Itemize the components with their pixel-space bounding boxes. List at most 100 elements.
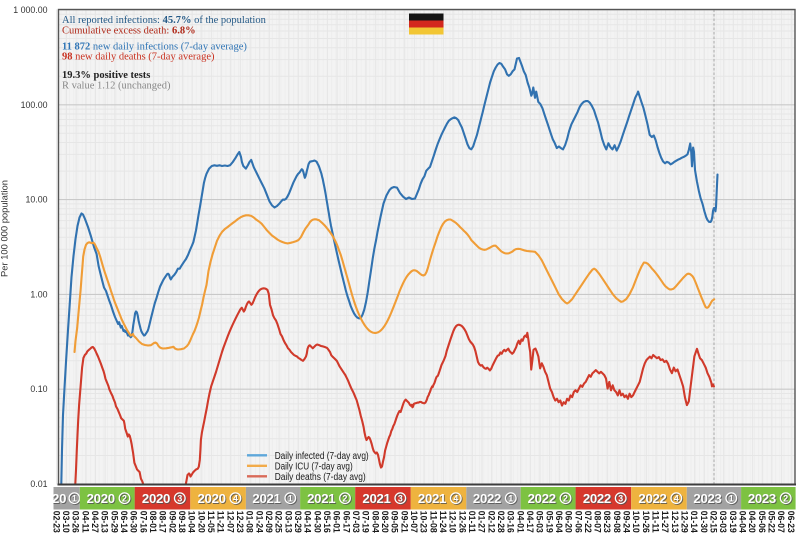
svg-text:2021: 2021 — [418, 491, 446, 506]
svg-text:2022: 2022 — [474, 492, 502, 507]
svg-text:11-21: 11-21 — [216, 511, 226, 533]
svg-text:06-30: 06-30 — [129, 511, 139, 533]
svg-text:05-19: 05-19 — [544, 511, 554, 533]
svg-text:0.10: 0.10 — [30, 384, 47, 394]
svg-text:4: 4 — [233, 494, 238, 504]
svg-text:05-06: 05-06 — [757, 511, 767, 533]
svg-text:3: 3 — [398, 494, 403, 504]
svg-text:04-14: 04-14 — [303, 511, 313, 533]
svg-text:2: 2 — [343, 494, 348, 504]
svg-text:02-09: 02-09 — [264, 511, 274, 533]
svg-text:2023: 2023 — [749, 492, 777, 507]
svg-text:2020: 2020 — [198, 492, 226, 507]
svg-text:1: 1 — [730, 494, 735, 504]
svg-text:03-13: 03-13 — [283, 511, 293, 533]
svg-text:20: 20 — [53, 492, 67, 507]
svg-text:2020: 2020 — [142, 491, 170, 506]
svg-text:07-16: 07-16 — [138, 511, 148, 533]
svg-text:08-20: 08-20 — [380, 511, 390, 533]
svg-text:2021: 2021 — [253, 492, 281, 507]
svg-text:2022: 2022 — [473, 491, 501, 506]
svg-text:09-18: 09-18 — [177, 511, 187, 533]
svg-text:2: 2 — [343, 494, 348, 504]
svg-text:2022: 2022 — [529, 492, 557, 507]
svg-text:10-10: 10-10 — [631, 511, 641, 533]
svg-text:1: 1 — [729, 494, 734, 504]
svg-text:12-13: 12-13 — [670, 511, 680, 533]
svg-text:1: 1 — [289, 494, 294, 504]
svg-text:07-06: 07-06 — [573, 511, 583, 533]
svg-text:12-23: 12-23 — [235, 511, 245, 533]
svg-text:05-13: 05-13 — [100, 511, 110, 533]
svg-text:01-30: 01-30 — [699, 511, 709, 533]
svg-text:11 872 new daily infections (7: 11 872 new daily infections (7-day avera… — [62, 41, 247, 52]
svg-text:04-01: 04-01 — [515, 511, 525, 533]
svg-text:08-04: 08-04 — [370, 511, 380, 533]
svg-text:2021: 2021 — [419, 492, 447, 507]
svg-text:2020: 2020 — [143, 492, 171, 507]
svg-text:02-23: 02-23 — [51, 511, 61, 533]
svg-text:3: 3 — [618, 494, 623, 504]
svg-text:10-07: 10-07 — [409, 511, 419, 533]
svg-text:04-27: 04-27 — [90, 511, 100, 533]
svg-text:4: 4 — [454, 494, 459, 504]
svg-text:2: 2 — [564, 494, 569, 504]
svg-text:Per 100 000 population: Per 100 000 population — [0, 180, 10, 277]
svg-text:2020: 2020 — [88, 492, 116, 507]
svg-text:1: 1 — [72, 494, 77, 504]
svg-text:04-11: 04-11 — [80, 511, 90, 533]
svg-text:0.01: 0.01 — [30, 479, 47, 489]
svg-text:06-07: 06-07 — [776, 511, 786, 533]
svg-text:01-08: 01-08 — [245, 511, 255, 533]
svg-text:2022: 2022 — [528, 491, 556, 506]
svg-text:08-23: 08-23 — [602, 511, 612, 533]
svg-text:Daily deaths (7-day avg): Daily deaths (7-day avg) — [275, 472, 366, 483]
svg-text:07-22: 07-22 — [583, 511, 593, 533]
svg-text:08-01: 08-01 — [148, 511, 158, 533]
svg-text:11-24: 11-24 — [438, 511, 448, 533]
svg-text:09-02: 09-02 — [167, 511, 177, 533]
svg-text:06-04: 06-04 — [554, 511, 564, 533]
svg-text:05-22: 05-22 — [767, 511, 777, 533]
svg-text:03-03: 03-03 — [718, 511, 728, 533]
svg-text:Daily infected (7-day avg): Daily infected (7-day avg) — [275, 451, 369, 462]
svg-text:2: 2 — [563, 494, 568, 504]
svg-text:10.00: 10.00 — [25, 195, 47, 205]
svg-text:1 000.00: 1 000.00 — [13, 5, 47, 15]
svg-text:01-27: 01-27 — [477, 511, 487, 533]
svg-text:1: 1 — [508, 494, 513, 504]
svg-text:Cumulative excess death: 6.8%: Cumulative excess death: 6.8% — [62, 26, 196, 37]
svg-text:02-28: 02-28 — [496, 511, 506, 533]
svg-text:03-16: 03-16 — [506, 511, 516, 533]
svg-text:06-01: 06-01 — [332, 511, 342, 533]
svg-text:09-08: 09-08 — [612, 511, 622, 533]
svg-text:Daily ICU (7-day avg): Daily ICU (7-day avg) — [275, 461, 353, 472]
svg-text:06-20: 06-20 — [564, 511, 574, 533]
svg-text:09-05: 09-05 — [390, 511, 400, 533]
svg-text:1: 1 — [509, 494, 514, 504]
svg-text:10-04: 10-04 — [187, 511, 197, 533]
svg-text:04-17: 04-17 — [525, 511, 535, 533]
svg-text:20: 20 — [52, 491, 66, 506]
svg-text:2022: 2022 — [639, 492, 667, 507]
svg-text:All reported infections: 45.7%: All reported infections: 45.7% of the po… — [62, 15, 267, 26]
svg-text:2021: 2021 — [307, 491, 335, 506]
svg-text:02-25: 02-25 — [274, 511, 284, 533]
svg-text:11-08: 11-08 — [428, 511, 438, 533]
svg-text:3: 3 — [178, 494, 183, 504]
svg-text:3: 3 — [399, 494, 404, 504]
svg-text:09-24: 09-24 — [622, 511, 632, 533]
svg-text:2020: 2020 — [87, 491, 115, 506]
svg-text:2021: 2021 — [362, 491, 390, 506]
svg-text:2023: 2023 — [694, 492, 722, 507]
svg-text:12-29: 12-29 — [680, 511, 690, 533]
svg-text:06-14: 06-14 — [119, 511, 129, 533]
svg-text:02-15: 02-15 — [709, 511, 719, 533]
svg-text:98 new daily deaths (7-day ave: 98 new daily deaths (7-day average) — [62, 52, 215, 63]
svg-text:08-07: 08-07 — [593, 511, 603, 533]
svg-text:1.00: 1.00 — [30, 289, 47, 299]
svg-text:05-29: 05-29 — [109, 511, 119, 533]
svg-text:2023: 2023 — [748, 491, 776, 506]
svg-text:10-26: 10-26 — [641, 511, 651, 533]
svg-text:1: 1 — [288, 494, 293, 504]
